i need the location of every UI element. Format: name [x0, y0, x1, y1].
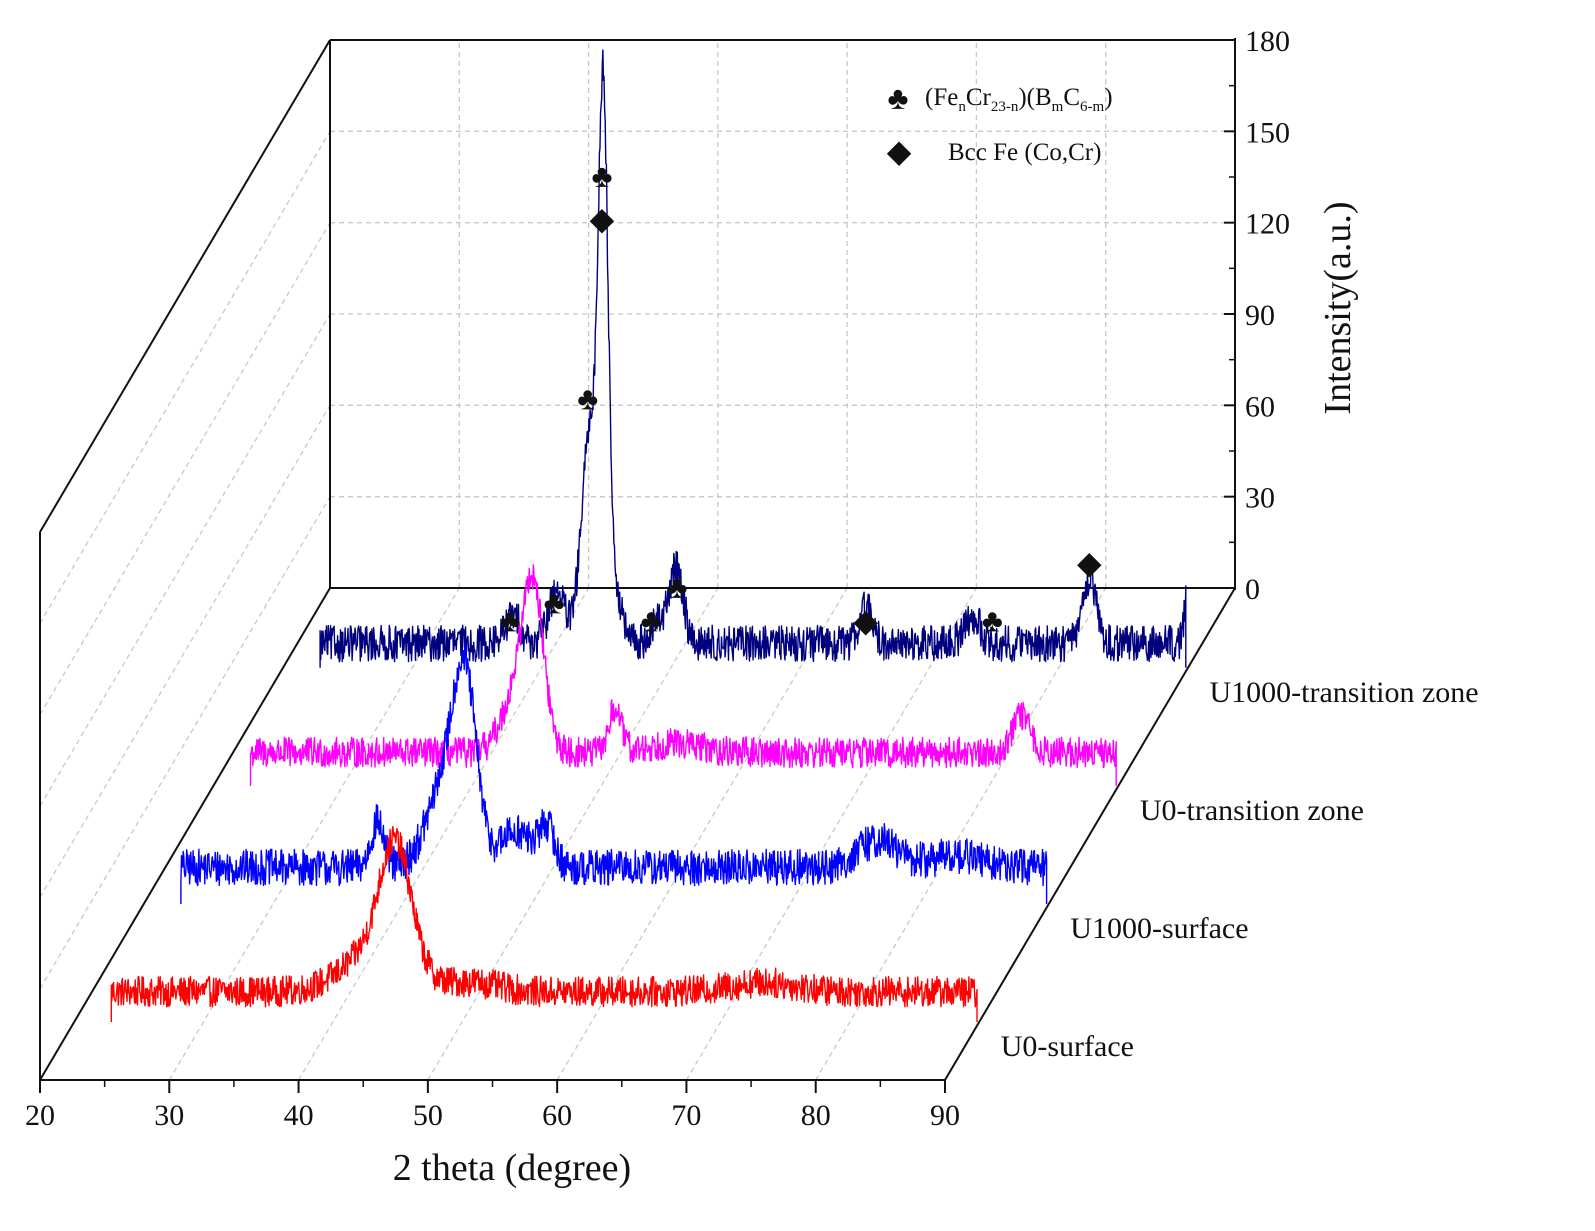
series-line-u1000-transition-zone	[319, 49, 1187, 668]
grid-line-left-wall	[39, 313, 331, 807]
grid-line-floor	[685, 587, 977, 1081]
right-floor-edge	[944, 587, 1236, 1081]
legend-club-symbol: ♣	[888, 80, 909, 116]
series-lines: U1000-transition zone U0-transition zone U…	[110, 49, 1479, 1063]
legend-carbide-label: (FenCr23-n)(BmC6-m)	[925, 84, 1113, 115]
grid-line-left-wall	[39, 405, 331, 898]
grid-lines	[39, 39, 1236, 1081]
legend: ♣ (FenCr23-n)(BmC6-m) ◆ Bcc Fe (Co,Cr)	[887, 80, 1113, 169]
y-tick-label: 0	[1245, 573, 1260, 606]
x-tick-label: 80	[801, 1099, 831, 1132]
y-tick-label: 30	[1245, 482, 1275, 515]
grid-line-left-wall	[39, 222, 331, 715]
y-tick-label: 180	[1245, 25, 1290, 58]
series-label: U0-transition zone	[1140, 794, 1364, 827]
x-tick-label: 90	[930, 1099, 960, 1132]
y-tick-label: 120	[1245, 208, 1290, 241]
y-tick-label: 90	[1245, 299, 1275, 332]
legend-bcc-label: Bcc Fe (Co,Cr)	[948, 139, 1101, 166]
club-peak-marker: ♣	[641, 603, 662, 639]
diamond-peak-marker: ◆	[853, 603, 878, 639]
grid-line-floor	[556, 587, 848, 1081]
grid-line-floor	[815, 587, 1107, 1081]
y-axis-title: Intensity(a.u.)	[1317, 201, 1359, 414]
x-tick-label: 50	[413, 1099, 443, 1132]
x-tick-label: 20	[25, 1099, 55, 1132]
legend-diamond-symbol: ◆	[887, 133, 912, 169]
club-peak-marker: ♣	[500, 603, 521, 639]
series-label: U0-surface	[1001, 1030, 1134, 1063]
series-line-u0-surface	[110, 825, 978, 1022]
diamond-peak-marker: ◆	[1077, 545, 1102, 581]
club-peak-marker: ♣	[577, 380, 598, 416]
series-label: U1000-transition zone	[1210, 676, 1479, 709]
x-axis-title: 2 theta (degree)	[393, 1147, 631, 1189]
series-line-u0-transition-zone	[249, 564, 1117, 786]
axis-frame	[39, 38, 1236, 1081]
peak-annotations: ♣◆♣♣♣♣♣◆ ♣◆	[500, 158, 1102, 638]
club-peak-marker: ♣	[666, 569, 687, 605]
club-peak-marker: ♣	[982, 603, 1003, 639]
x-tick-label: 30	[154, 1099, 184, 1132]
axis-ticks: 20 30 40 50 60 70 80 90 0 30 60 90 120 150 180	[25, 25, 1290, 1132]
left-floor-edge	[39, 587, 331, 1081]
series-line-u1000-surface	[180, 643, 1048, 904]
diamond-peak-marker: ◆	[590, 201, 615, 237]
y-tick-label: 150	[1245, 116, 1290, 149]
x-tick-label: 70	[671, 1099, 701, 1132]
y-tick-label: 60	[1245, 390, 1275, 423]
series-label: U1000-surface	[1070, 912, 1248, 945]
club-peak-marker: ♣	[544, 584, 565, 620]
grid-line-floor	[427, 587, 719, 1081]
x-tick-label: 40	[284, 1099, 314, 1132]
x-tick-label: 60	[542, 1099, 572, 1132]
grid-line-left-wall	[39, 131, 331, 624]
club-peak-marker: ♣	[591, 158, 612, 194]
left-wall-top-edge	[39, 39, 331, 533]
